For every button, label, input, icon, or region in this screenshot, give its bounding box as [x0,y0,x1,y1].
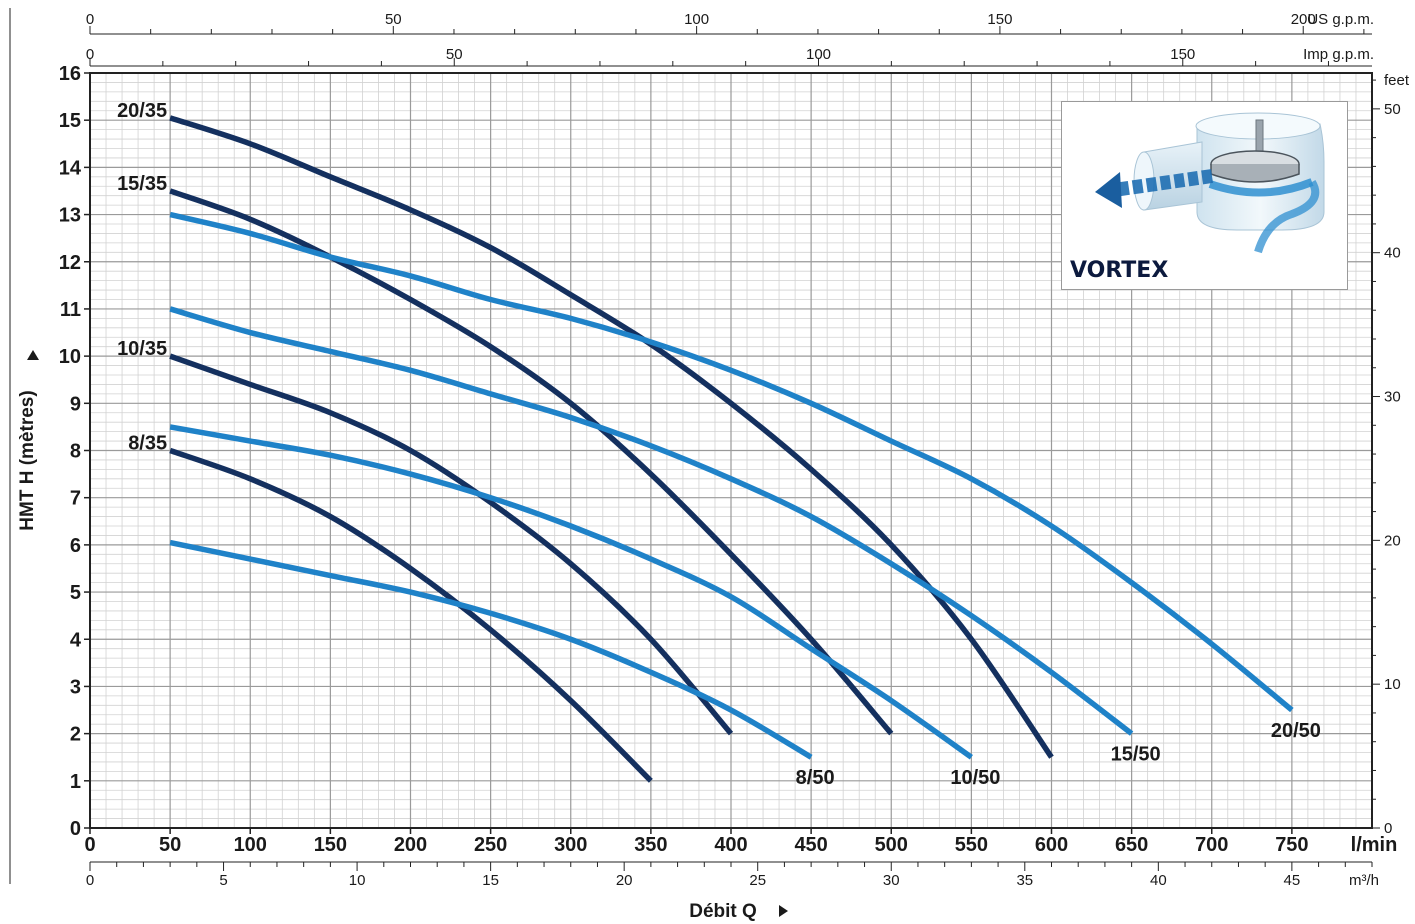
top-axis-unit: US g.p.m. [1307,11,1374,28]
right-tick-label: 50 [1384,101,1401,118]
top-tick-label: 0 [86,46,94,63]
y-tick-label: 12 [59,252,81,274]
top-tick-label: 50 [446,46,463,63]
y-tick-label: 4 [70,629,82,651]
series-10-35 [169,353,734,736]
series-8-50 [169,539,813,760]
bottom2-axis-unit: m³/h [1349,872,1379,889]
bottom2-tick-label: 20 [616,872,633,889]
series-label: 10/35 [117,338,167,360]
right-tick-label: 20 [1384,532,1401,549]
x-tick-label: 750 [1275,834,1308,856]
bottom2-tick-label: 35 [1016,872,1033,889]
y-tick-label: 11 [60,299,81,321]
x-tick-label: 200 [394,834,427,856]
x-tick-label: 450 [794,834,827,856]
top-tick-label: 0 [86,11,94,28]
y-axis-label: HMT H (mètres) [17,390,38,530]
y-tick-label: 3 [70,676,81,698]
y-tick-label: 2 [70,724,81,746]
right-tick-label: 10 [1384,676,1401,693]
x-axis-arrow-icon [779,905,788,917]
x-tick-label: 550 [955,834,988,856]
bottom2-tick-label: 0 [86,872,94,889]
vortex-inset: VORTEX [1061,101,1348,290]
y-tick-label: 1 [70,771,81,793]
x-tick-label: 700 [1195,834,1228,856]
bottom2-tick-label: 45 [1284,872,1301,889]
series-label: 20/50 [1271,720,1321,742]
bottom2-tick-label: 40 [1150,872,1167,889]
right-tick-label: 40 [1384,245,1401,262]
y-tick-label: 6 [70,535,81,557]
y-tick-label: 16 [59,63,81,85]
x-tick-label: 150 [314,834,347,856]
series-label: 8/50 [796,767,835,789]
x-tick-label: 400 [714,834,747,856]
y-tick-label: 14 [59,157,82,179]
vortex-label: VORTEX [1070,258,1169,283]
bottom2-tick-label: 25 [749,872,766,889]
x-axis-label: Débit Q [689,901,757,922]
right-tick-label: 30 [1384,389,1401,406]
x-tick-label: 500 [875,834,908,856]
series-20-50 [169,211,1294,713]
series-15-50 [169,306,1134,736]
x-tick-label: 100 [234,834,267,856]
series-label: 20/35 [117,100,167,122]
y-tick-label: 0 [70,818,81,840]
y-tick-label: 7 [70,488,81,510]
x-tick-label: 250 [474,834,507,856]
top-tick-label: 100 [684,11,709,28]
series-label: 15/35 [117,173,167,195]
series-label: 8/35 [128,433,167,455]
x-tick-label: 650 [1115,834,1148,856]
x-tick-label: 50 [159,834,181,856]
series-15-35 [169,188,894,736]
top-axis-unit: Imp g.p.m. [1303,46,1374,63]
bottom2-tick-label: 5 [219,872,227,889]
series-8-35 [169,447,653,783]
y-tick-label: 8 [70,441,81,463]
bottom2-tick-label: 10 [349,872,366,889]
y-tick-label: 5 [70,582,81,604]
series-10-50 [169,424,973,760]
x-unit-label: l/min [1351,834,1398,856]
top-tick-label: 150 [987,11,1012,28]
top-tick-label: 200 [1291,11,1316,28]
right-axis-unit: feet [1384,72,1410,89]
labels-layer: 20/35 15/35 10/35 8/35 20/50 15/50 10/50 8/50 [117,100,1321,789]
top-tick-label: 100 [806,46,831,63]
y-axis-arrow-icon [27,350,39,360]
top-tick-label: 50 [385,11,402,28]
right-tick-label: 0 [1384,820,1392,837]
vortex-pump-illustration [1095,112,1325,254]
series-layer [169,115,1294,783]
top-tick-label: 150 [1170,46,1195,63]
series-20-35 [169,115,1054,759]
x-tick-label: 0 [84,834,95,856]
y-tick-label: 15 [59,110,81,132]
axis-ticks: 0 50 100 150 200 250 300 350 400 450 500 550 600 650 7… [59,11,1410,889]
series-label: 15/50 [1111,744,1161,766]
y-tick-label: 13 [59,205,81,227]
y-tick-label: 9 [70,393,81,415]
x-tick-label: 600 [1035,834,1068,856]
y-tick-label: 10 [59,346,81,368]
series-label: 10/50 [950,767,1000,789]
bottom2-tick-label: 30 [883,872,900,889]
x-tick-label: 300 [554,834,587,856]
x-tick-label: 350 [634,834,667,856]
bottom2-tick-label: 15 [482,872,499,889]
